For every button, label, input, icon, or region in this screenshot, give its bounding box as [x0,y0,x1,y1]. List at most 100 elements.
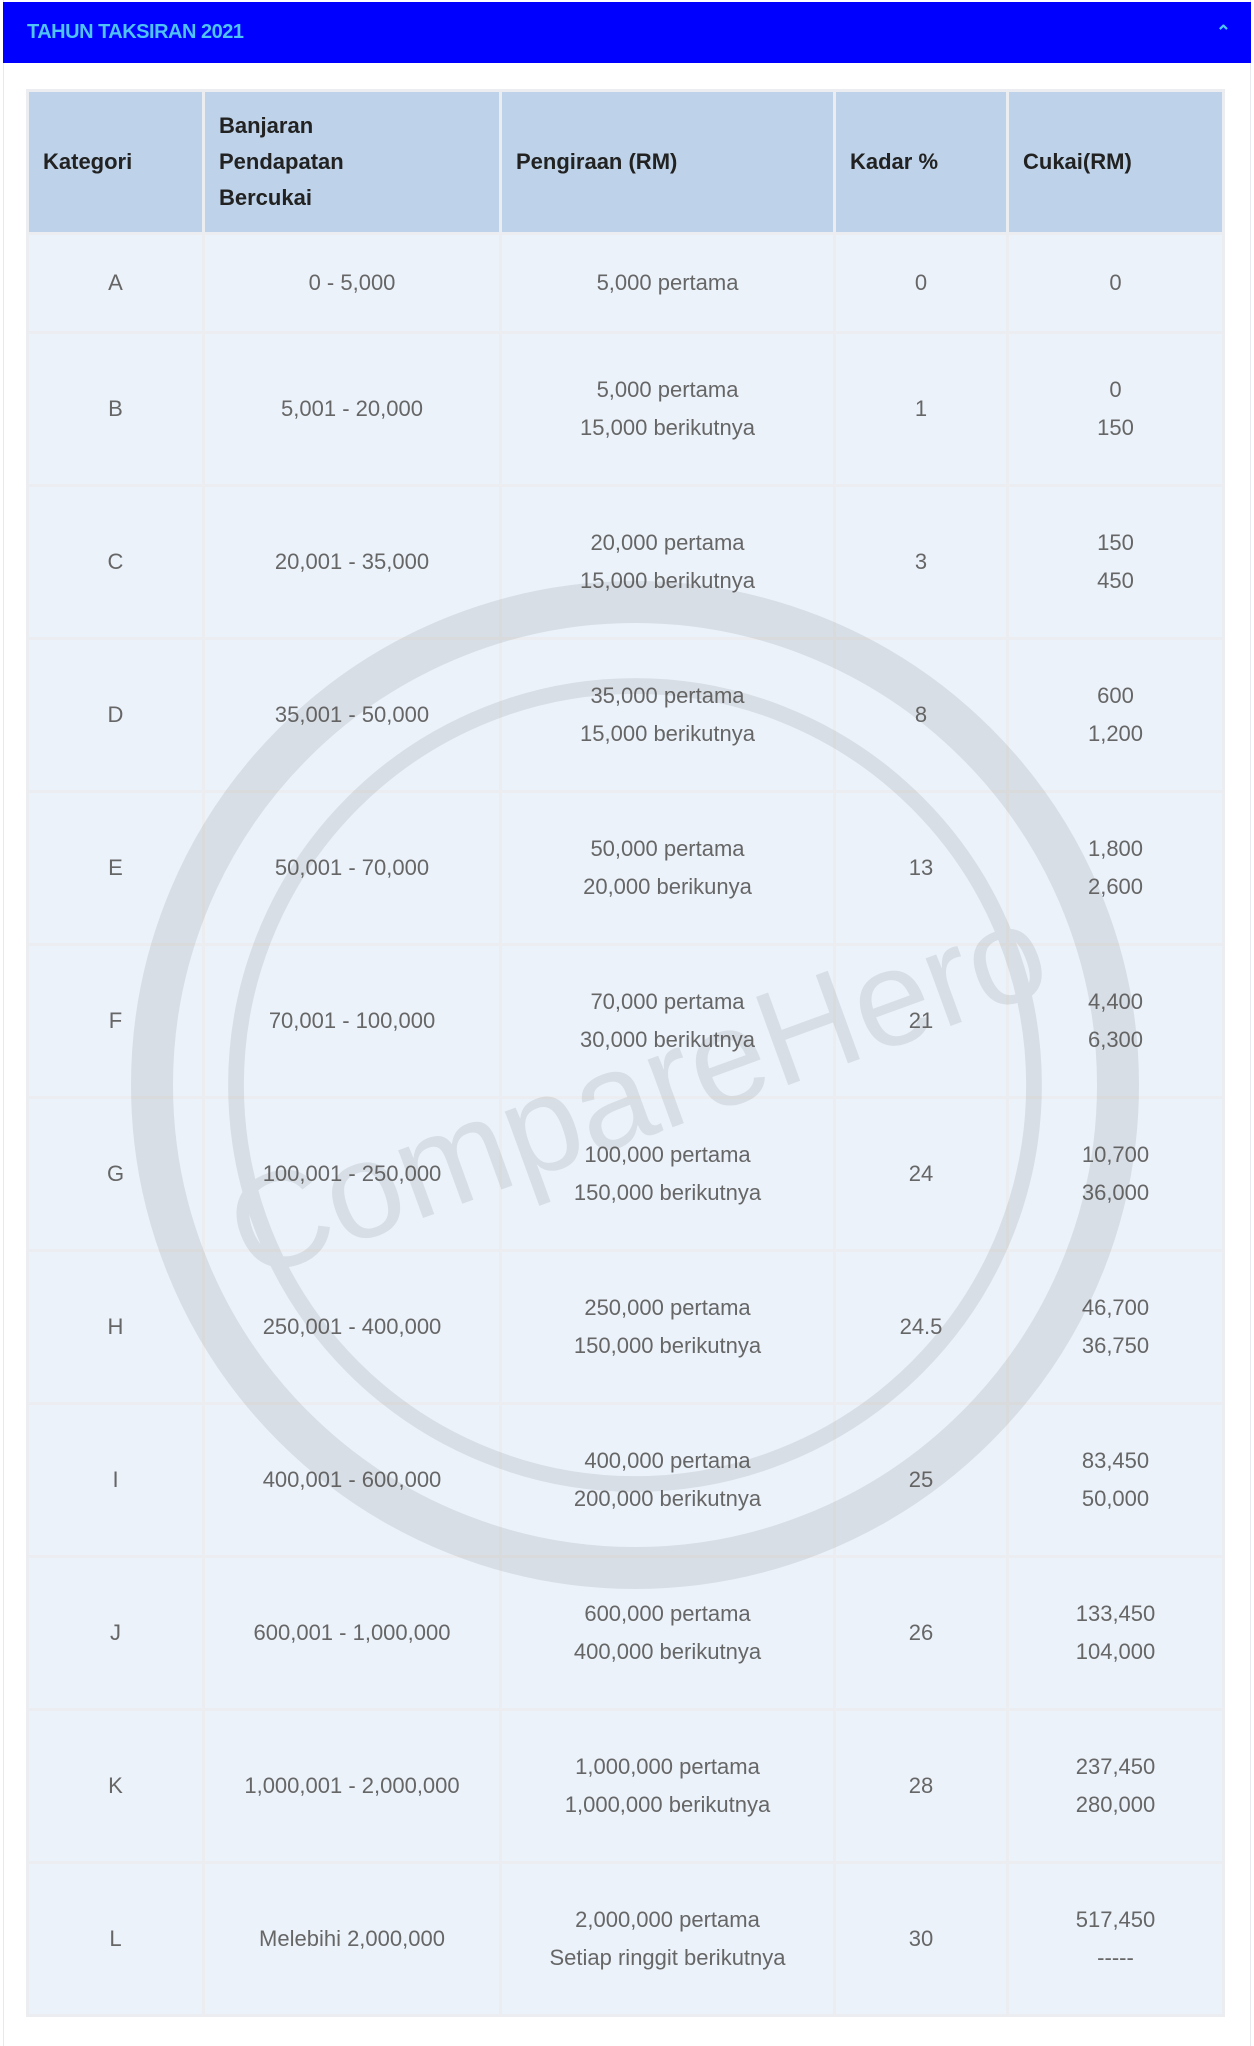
pengiraan-line: 150,000 berikutnya [573,1180,762,1205]
column-header: Banjaran Pendapatan Bercukai [202,89,502,235]
table-row: F 70,001 - 100,000 70,000 pertama 30,000 be… [26,943,1225,1099]
kadar-cell: 21 [833,943,1009,1099]
banjaran-cell: 35,001 - 50,000 [202,637,502,793]
table-row: J 600,001 - 1,000,000 600,000 pertama 400,0… [26,1555,1225,1711]
table-row: H 250,001 - 400,000 250,000 pertama 150,000… [26,1249,1225,1405]
table-row: C 20,001 - 35,000 20,000 pertama 15,000 ber… [26,484,1225,640]
pengiraan-cell: 100,000 pertama 150,000 berikutnya [499,1096,836,1252]
column-header: Kategori [26,89,205,235]
pengiraan-line: 600,000 pertama [584,1601,751,1626]
pengiraan-cell: 50,000 pertama 20,000 berikunya [499,790,836,946]
cukai-line: 4,400 [1087,989,1144,1014]
cukai-line: 36,000 [1081,1180,1150,1205]
cukai-cell: 600 1,200 [1006,637,1225,793]
kadar-cell: 30 [833,1861,1009,2017]
pengiraan-cell: 2,000,000 pertama Setiap ringgit berikutn… [499,1861,836,2017]
table-row: G 100,001 - 250,000 100,000 pertama 150,000… [26,1096,1225,1252]
kadar-cell: 0 [833,232,1009,334]
kadar-cell: 1 [833,331,1009,487]
kategori-cell: E [26,790,205,946]
kategori-cell: A [26,232,205,334]
cukai-line: 104,000 [1075,1639,1156,1664]
kategori-cell: K [26,1708,205,1864]
pengiraan-line: 1,000,000 pertama [575,1754,760,1779]
pengiraan-line: 400,000 berikutnya [573,1639,762,1664]
cukai-cell: 133,450 104,000 [1006,1555,1225,1711]
kategori-cell: D [26,637,205,793]
cukai-cell: 0 [1006,232,1225,334]
kategori-cell: L [26,1861,205,2017]
pengiraan-cell: 5,000 pertama 15,000 berikutnya [499,331,836,487]
table-row: K 1,000,001 - 2,000,000 1,000,000 pertama 1… [26,1708,1225,1864]
cukai-line: 517,450 [1075,1907,1156,1932]
banjaran-cell: 0 - 5,000 [202,232,502,334]
cukai-cell: 46,700 36,750 [1006,1249,1225,1405]
kadar-cell: 13 [833,790,1009,946]
pengiraan-cell: 250,000 pertama 150,000 berikutnya [499,1249,836,1405]
cukai-cell: 4,400 6,300 [1006,943,1225,1099]
pengiraan-line: 2,000,000 pertama [575,1907,760,1932]
cukai-line: 50,000 [1081,1486,1150,1511]
table-row: D 35,001 - 50,000 35,000 pertama 15,000 ber… [26,637,1225,793]
cukai-line: ----- [1097,1945,1134,1970]
kategori-cell: H [26,1249,205,1405]
kadar-cell: 8 [833,637,1009,793]
cukai-line: 280,000 [1075,1792,1156,1817]
cukai-cell: 517,450 ----- [1006,1861,1225,2017]
pengiraan-cell: 1,000,000 pertama 1,000,000 berikutnya [499,1708,836,1864]
cukai-line: 1,800 [1087,836,1144,861]
kadar-cell: 3 [833,484,1009,640]
pengiraan-line: 250,000 pertama [584,1295,751,1320]
cukai-cell: 10,700 36,000 [1006,1096,1225,1252]
cukai-cell: 1,800 2,600 [1006,790,1225,946]
pengiraan-cell: 600,000 pertama 400,000 berikutnya [499,1555,836,1711]
pengiraan-line: 1,000,000 berikutnya [564,1792,771,1817]
pengiraan-line: 35,000 pertama [590,683,745,708]
cukai-line: 150 [1097,530,1134,555]
chevron-up-icon[interactable]: ⌃ [1215,22,1231,42]
panel [3,0,1251,2046]
column-header: Pengiraan (RM) [499,89,836,235]
cukai-cell: 150 450 [1006,484,1225,640]
pengiraan-cell: 400,000 pertama 200,000 berikutnya [499,1402,836,1558]
banjaran-cell: 70,001 - 100,000 [202,943,502,1099]
cukai-line: 600 [1097,683,1134,708]
banjaran-cell: 20,001 - 35,000 [202,484,502,640]
cukai-cell: 83,450 50,000 [1006,1402,1225,1558]
cukai-line: 83,450 [1081,1448,1150,1473]
table-row: B 5,001 - 20,000 5,000 pertama 15,000 berik… [26,331,1225,487]
pengiraan-line: 20,000 pertama [590,530,745,555]
pengiraan-line: 100,000 pertama [584,1142,751,1167]
pengiraan-cell: 20,000 pertama 15,000 berikutnya [499,484,836,640]
kategori-cell: J [26,1555,205,1711]
kategori-cell: C [26,484,205,640]
banjaran-cell: Melebihi 2,000,000 [202,1861,502,2017]
banjaran-cell: 600,001 - 1,000,000 [202,1555,502,1711]
pengiraan-cell: 5,000 pertama [499,232,836,334]
cukai-line: 450 [1097,568,1134,593]
kadar-cell: 24.5 [833,1249,1009,1405]
pengiraan-line: 150,000 berikutnya [573,1333,762,1358]
kadar-cell: 25 [833,1402,1009,1558]
accordion-title: TAHUN TAKSIRAN 2021 [27,21,244,43]
banjaran-cell: 100,001 - 250,000 [202,1096,502,1252]
cukai-line: 237,450 [1075,1754,1156,1779]
kategori-cell: G [26,1096,205,1252]
cukai-line: 150 [1097,415,1134,440]
table-row: I 400,001 - 600,000 400,000 pertama 200,000… [26,1402,1225,1558]
cukai-line: 1,200 [1087,721,1144,746]
pengiraan-line: 200,000 berikutnya [573,1486,762,1511]
kategori-cell: B [26,331,205,487]
cukai-line: 46,700 [1081,1295,1150,1320]
pengiraan-line: 5,000 pertama [596,270,739,295]
accordion-header[interactable]: TAHUN TAKSIRAN 2021 ⌃ [3,2,1251,63]
tax-rate-table: Kategori Banjaran Pendapatan Bercukai Pe… [26,89,1225,2017]
kadar-cell: 24 [833,1096,1009,1252]
pengiraan-line: 20,000 berikunya [583,874,752,899]
cukai-line: 133,450 [1075,1601,1156,1626]
cukai-line: 6,300 [1087,1027,1144,1052]
cukai-line: 2,600 [1087,874,1144,899]
cukai-cell: 0 150 [1006,331,1225,487]
kategori-cell: F [26,943,205,1099]
table-row: L Melebihi 2,000,000 2,000,000 pertama Seti… [26,1861,1225,2017]
